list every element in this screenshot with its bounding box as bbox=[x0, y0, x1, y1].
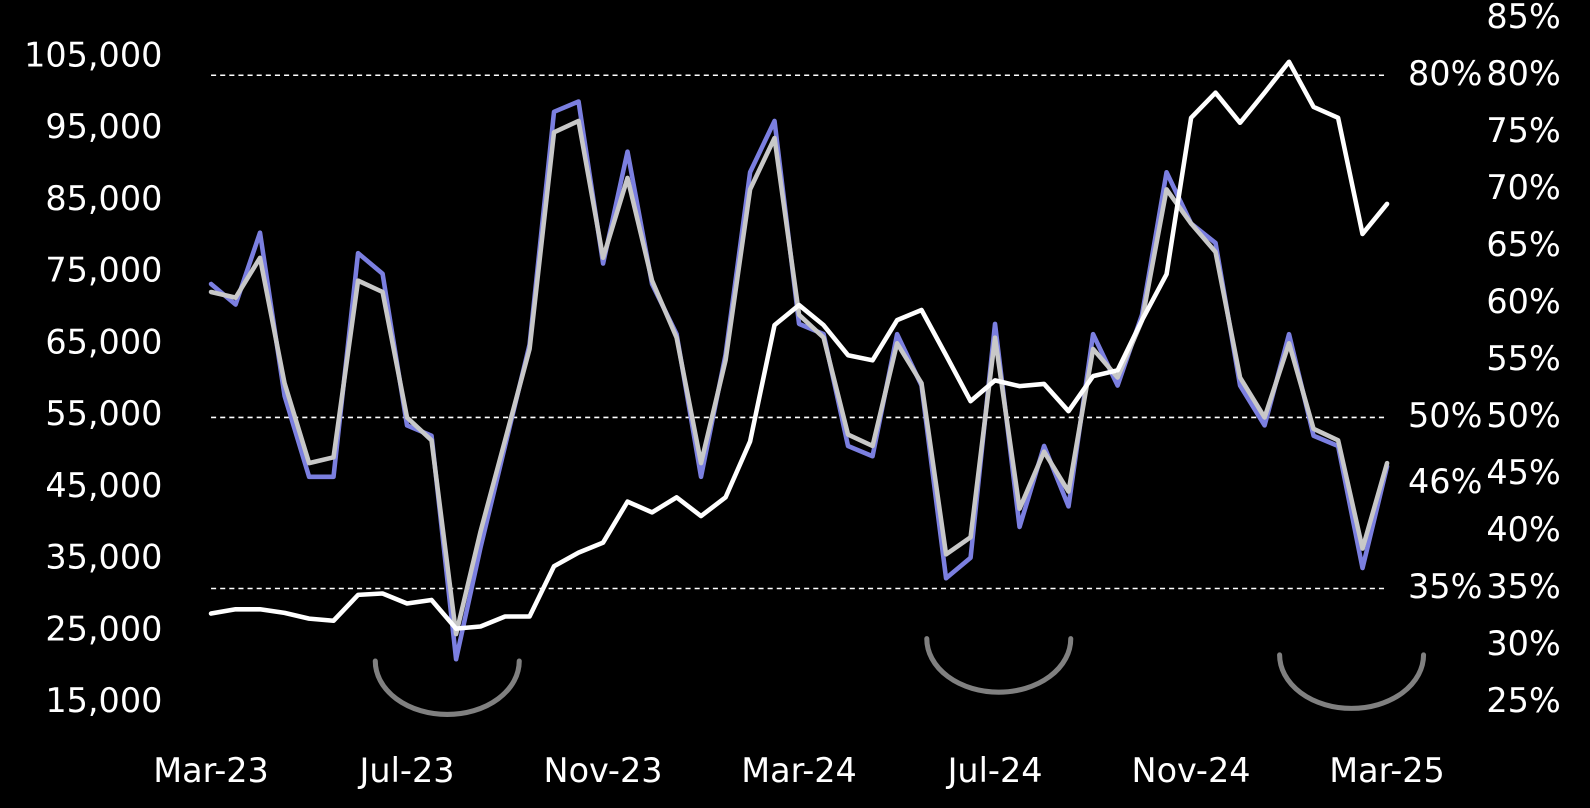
y2-tick-label: 85% bbox=[1486, 0, 1560, 36]
y2-tick-label: 70% bbox=[1486, 168, 1560, 207]
annotation: 46% bbox=[1408, 462, 1482, 501]
highlight-arc bbox=[924, 636, 1074, 695]
highlight-arc bbox=[1277, 652, 1427, 711]
y-tick-label: 65,000 bbox=[45, 322, 162, 361]
y2-tick-label: 60% bbox=[1486, 282, 1560, 321]
y-tick-label: 45,000 bbox=[45, 466, 162, 505]
y2-tick-label: 50% bbox=[1486, 396, 1560, 435]
highlight-arc bbox=[372, 658, 522, 718]
series-line bbox=[208, 118, 1390, 637]
y-tick-label: 15,000 bbox=[45, 681, 162, 720]
y2-tick-label: 25% bbox=[1486, 681, 1560, 720]
y2-tick-label: 45% bbox=[1486, 453, 1560, 492]
y2-tick-label: 65% bbox=[1486, 225, 1560, 264]
x-tick-label: Jul-23 bbox=[358, 751, 455, 790]
y2-tick-label: 40% bbox=[1486, 510, 1560, 549]
y2-tick-label: 30% bbox=[1486, 624, 1560, 663]
reference-label: 80% bbox=[1408, 54, 1482, 93]
x-tick-label: Mar-24 bbox=[741, 751, 857, 790]
reference-label: 35% bbox=[1408, 567, 1482, 606]
y-tick-label: 75,000 bbox=[45, 251, 162, 290]
y-tick-label: 105,000 bbox=[24, 35, 162, 74]
reference-label: 50% bbox=[1408, 396, 1482, 435]
y-tick-label: 25,000 bbox=[45, 609, 162, 648]
x-tick-label: Mar-23 bbox=[153, 751, 269, 790]
y-tick-label: 35,000 bbox=[45, 538, 162, 577]
x-tick-label: Nov-24 bbox=[1132, 751, 1251, 790]
y2-tick-label: 35% bbox=[1486, 567, 1560, 606]
x-tick-label: Nov-23 bbox=[544, 751, 663, 790]
series-line bbox=[208, 59, 1390, 631]
y-tick-label: 85,000 bbox=[45, 179, 162, 218]
y2-tick-label: 55% bbox=[1486, 339, 1560, 378]
y-tick-label: 55,000 bbox=[45, 394, 162, 433]
x-tick-label: Mar-25 bbox=[1329, 751, 1445, 790]
y2-tick-label: 80% bbox=[1486, 54, 1560, 93]
x-tick-label: Jul-24 bbox=[946, 751, 1043, 790]
y-tick-label: 95,000 bbox=[45, 107, 162, 146]
y2-tick-label: 75% bbox=[1486, 111, 1560, 150]
